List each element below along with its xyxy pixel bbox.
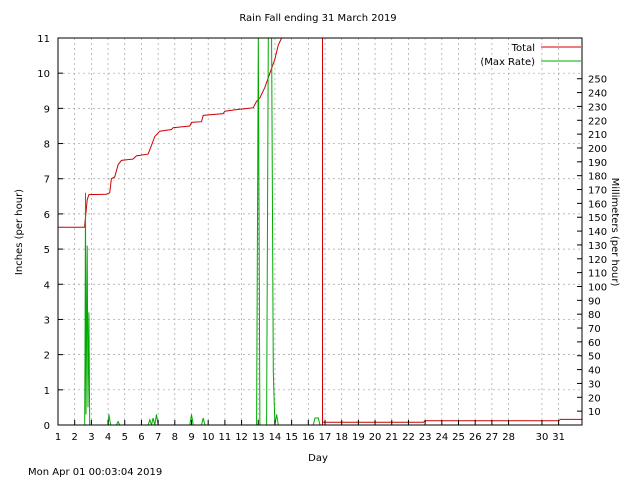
y2-tick-label: 210: [588, 130, 607, 141]
y2-tick-label: 120: [588, 255, 607, 266]
x-tick-label: 12: [235, 432, 248, 443]
y-tick-label: 4: [44, 280, 50, 291]
y-tick-label: 10: [37, 69, 50, 80]
y2-tick-label: 90: [588, 296, 601, 307]
y-tick-label: 1: [44, 386, 50, 397]
x-tick-label: 5: [122, 432, 128, 443]
x-tick-label: 31: [552, 432, 565, 443]
x-tick-label: 8: [172, 432, 178, 443]
y2-tick-label: 180: [588, 172, 607, 183]
footer-timestamp: Mon Apr 01 00:03:04 2019: [28, 467, 162, 478]
y-tick-label: 5: [44, 245, 50, 256]
x-tick-label: 10: [202, 432, 215, 443]
y-tick-label: 0: [44, 421, 50, 432]
y2-tick-label: 150: [588, 213, 607, 224]
y-tick-label: 11: [37, 34, 50, 45]
x-tick-label: 20: [369, 432, 382, 443]
series-layer: [58, 38, 582, 425]
series-line-total: [58, 38, 283, 228]
grid-layer: [58, 38, 582, 425]
x-tick-label: 3: [88, 432, 94, 443]
legend-label-max-rate: (Max Rate): [480, 57, 535, 68]
x-tick-label: 17: [319, 432, 332, 443]
y2-tick-label: 160: [588, 199, 607, 210]
chart-title: Rain Fall ending 31 March 2019: [239, 13, 396, 24]
x-tick-label: 18: [335, 432, 348, 443]
y-tick-label: 2: [44, 351, 50, 362]
y2-tick-label: 20: [588, 393, 601, 404]
y2-axis-label: Millimeters (per hour): [609, 178, 620, 287]
series-line-total-tail: [322, 418, 582, 423]
y2-tick-label: 240: [588, 89, 607, 100]
x-tick-label: 7: [155, 432, 161, 443]
x-tick-label: 1: [55, 432, 61, 443]
y-axis-label: Inches (per hour): [14, 189, 25, 275]
x-tick-label: 23: [419, 432, 432, 443]
x-tick-label: 22: [402, 432, 415, 443]
series-line-max-rate: [58, 38, 582, 425]
x-axis-label: Day: [308, 453, 328, 464]
axes-layer: 0123456789101110203040506070809010011012…: [37, 34, 607, 443]
x-tick-label: 14: [269, 432, 282, 443]
y-tick-label: 8: [44, 140, 50, 151]
x-tick-label: 26: [469, 432, 482, 443]
y2-tick-label: 110: [588, 269, 607, 280]
x-tick-label: 25: [452, 432, 465, 443]
y-tick-label: 3: [44, 315, 50, 326]
y2-tick-label: 60: [588, 338, 601, 349]
y2-tick-label: 130: [588, 241, 607, 252]
x-tick-label: 21: [385, 432, 398, 443]
y2-tick-label: 230: [588, 102, 607, 113]
x-tick-label: 9: [188, 432, 194, 443]
x-tick-label: 16: [302, 432, 315, 443]
y2-tick-label: 170: [588, 186, 607, 197]
x-tick-label: 2: [72, 432, 78, 443]
y-tick-label: 7: [44, 175, 50, 186]
y2-tick-label: 250: [588, 75, 607, 86]
x-tick-label: 30: [536, 432, 549, 443]
y2-tick-label: 100: [588, 282, 607, 293]
x-tick-label: 27: [486, 432, 499, 443]
x-tick-label: 11: [219, 432, 232, 443]
y2-tick-label: 200: [588, 144, 607, 155]
y2-tick-label: 190: [588, 158, 607, 169]
y2-tick-label: 50: [588, 352, 601, 363]
legend: Total (Max Rate): [480, 43, 581, 68]
plot-frame: [57, 37, 583, 426]
y-tick-label: 6: [44, 210, 50, 221]
y2-tick-label: 30: [588, 379, 601, 390]
x-tick-label: 6: [138, 432, 144, 443]
y2-tick-label: 40: [588, 366, 601, 377]
legend-label-total: Total: [511, 43, 535, 54]
y2-tick-label: 80: [588, 310, 601, 321]
x-tick-label: 15: [285, 432, 298, 443]
y2-tick-label: 140: [588, 227, 607, 238]
y2-tick-label: 70: [588, 324, 601, 335]
y-tick-label: 9: [44, 104, 50, 115]
x-tick-label: 4: [105, 432, 111, 443]
x-tick-label: 28: [502, 432, 515, 443]
y2-tick-label: 10: [588, 407, 601, 418]
x-tick-label: 24: [435, 432, 448, 443]
y2-tick-label: 220: [588, 116, 607, 127]
x-tick-label: 19: [352, 432, 365, 443]
x-tick-label: 13: [252, 432, 265, 443]
